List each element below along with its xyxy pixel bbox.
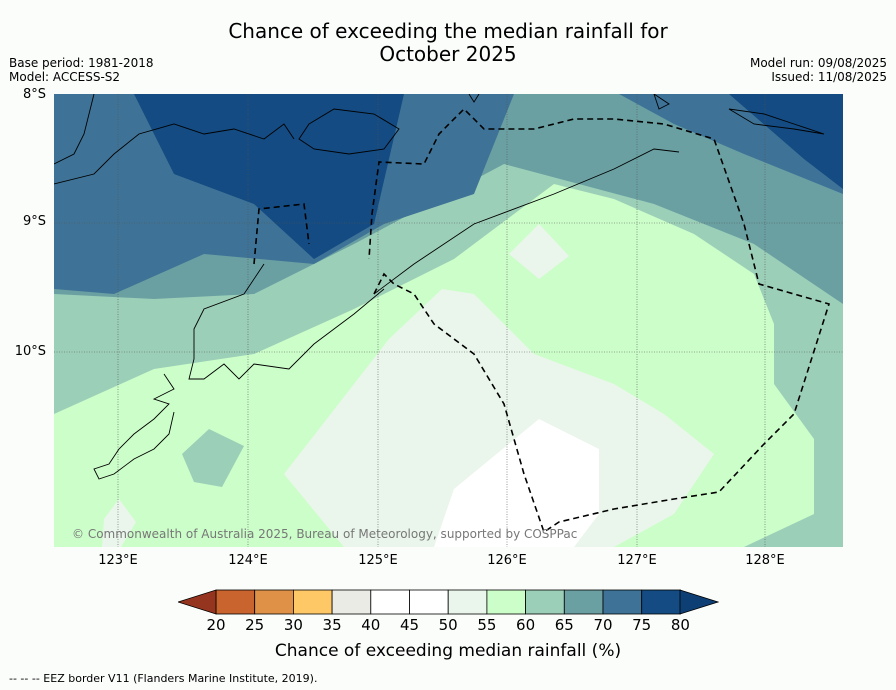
colorbar-bin-65-70 xyxy=(563,589,604,615)
copyright-notice: © Commonwealth of Australia 2025, Bureau… xyxy=(72,527,578,541)
zone-80-plus-north xyxy=(134,94,404,259)
coastlines xyxy=(54,94,825,480)
colorbar-tick-30: 30 xyxy=(283,616,303,634)
colorbar-under-arrow xyxy=(178,589,217,615)
zone-65-70-blob xyxy=(182,429,244,487)
colorbar-tick-20: 20 xyxy=(206,616,226,634)
colorbar-bin-35-40 xyxy=(331,589,372,615)
colorbar-label: Chance of exceeding median rainfall (%) xyxy=(274,641,622,661)
eez-border xyxy=(253,107,831,534)
colorbar-tick-50: 50 xyxy=(438,616,458,634)
title-line-1: Chance of exceeding the median rainfall … xyxy=(228,19,668,43)
model-run-text: Model run: 09/08/2025 xyxy=(749,56,887,70)
run-info: Model run: 09/08/2025 Issued: 11/08/2025 xyxy=(750,56,887,84)
lat-label-9s: 9°S xyxy=(22,214,46,229)
zone-55-60-south xyxy=(102,499,136,547)
colorbar-bin-50-55 xyxy=(447,589,488,615)
title-line-2: October 2025 xyxy=(379,42,517,66)
colorbar-tick-55: 55 xyxy=(477,616,497,634)
colorbar-tick-25: 25 xyxy=(245,616,265,634)
colorbar-bin-30-35 xyxy=(293,589,333,615)
colorbar-bins xyxy=(215,589,681,615)
colorbar-bin-20-25 xyxy=(215,589,256,615)
map-title: Chance of exceeding the median rainfall … xyxy=(0,20,896,66)
zone-50-55 xyxy=(434,419,599,547)
lon-label-128e: 128°E xyxy=(745,553,785,568)
eez-legend-note: -- -- -- EEZ border V11 (Flanders Marine… xyxy=(9,672,318,685)
zone-55-60 xyxy=(284,289,714,547)
colorbar-bin-60-65 xyxy=(525,589,565,615)
rainfall-probability-map xyxy=(54,94,843,547)
colorbar-tick-75: 75 xyxy=(632,616,652,634)
zone-80-plus-east xyxy=(729,94,843,189)
lat-label-10s: 10°S xyxy=(14,344,46,359)
colorbar-tick-70: 70 xyxy=(593,616,613,634)
colorbar-bin-40-45 xyxy=(370,589,410,615)
colorbar-bin-45-50 xyxy=(409,589,449,615)
colorbar-over-arrow xyxy=(679,589,719,615)
colorbar-bin-55-60 xyxy=(486,589,526,615)
lon-label-125e: 125°E xyxy=(358,553,398,568)
colorbar-bin-70-75 xyxy=(602,589,643,615)
issued-text: Issued: 11/08/2025 xyxy=(771,70,887,84)
colorbar-tick-40: 40 xyxy=(361,616,381,634)
colorbar-tick-45: 45 xyxy=(399,616,420,634)
colorbar-bin-25-30 xyxy=(254,589,294,615)
base-period-text: Base period: 1981-2018 xyxy=(9,56,154,70)
lat-label-8s: 8°S xyxy=(22,87,46,102)
model-name-text: Model: ACCESS-S2 xyxy=(9,70,121,84)
lon-label-124e: 124°E xyxy=(228,553,268,568)
colorbar-tick-60: 60 xyxy=(516,616,536,634)
colorbar-bin-75-80 xyxy=(641,589,681,615)
colorbar-tick-35: 35 xyxy=(322,616,342,634)
colorbar-tick-80: 80 xyxy=(670,616,690,634)
colorbar-tick-65: 65 xyxy=(554,616,574,634)
colorbar xyxy=(178,589,719,615)
zone-55-60-north xyxy=(509,224,569,279)
model-info: Base period: 1981-2018 Model: ACCESS-S2 xyxy=(9,56,154,84)
lon-label-127e: 127°E xyxy=(617,553,657,568)
lon-label-126e: 126°E xyxy=(487,553,527,568)
lon-label-123e: 123°E xyxy=(98,553,138,568)
